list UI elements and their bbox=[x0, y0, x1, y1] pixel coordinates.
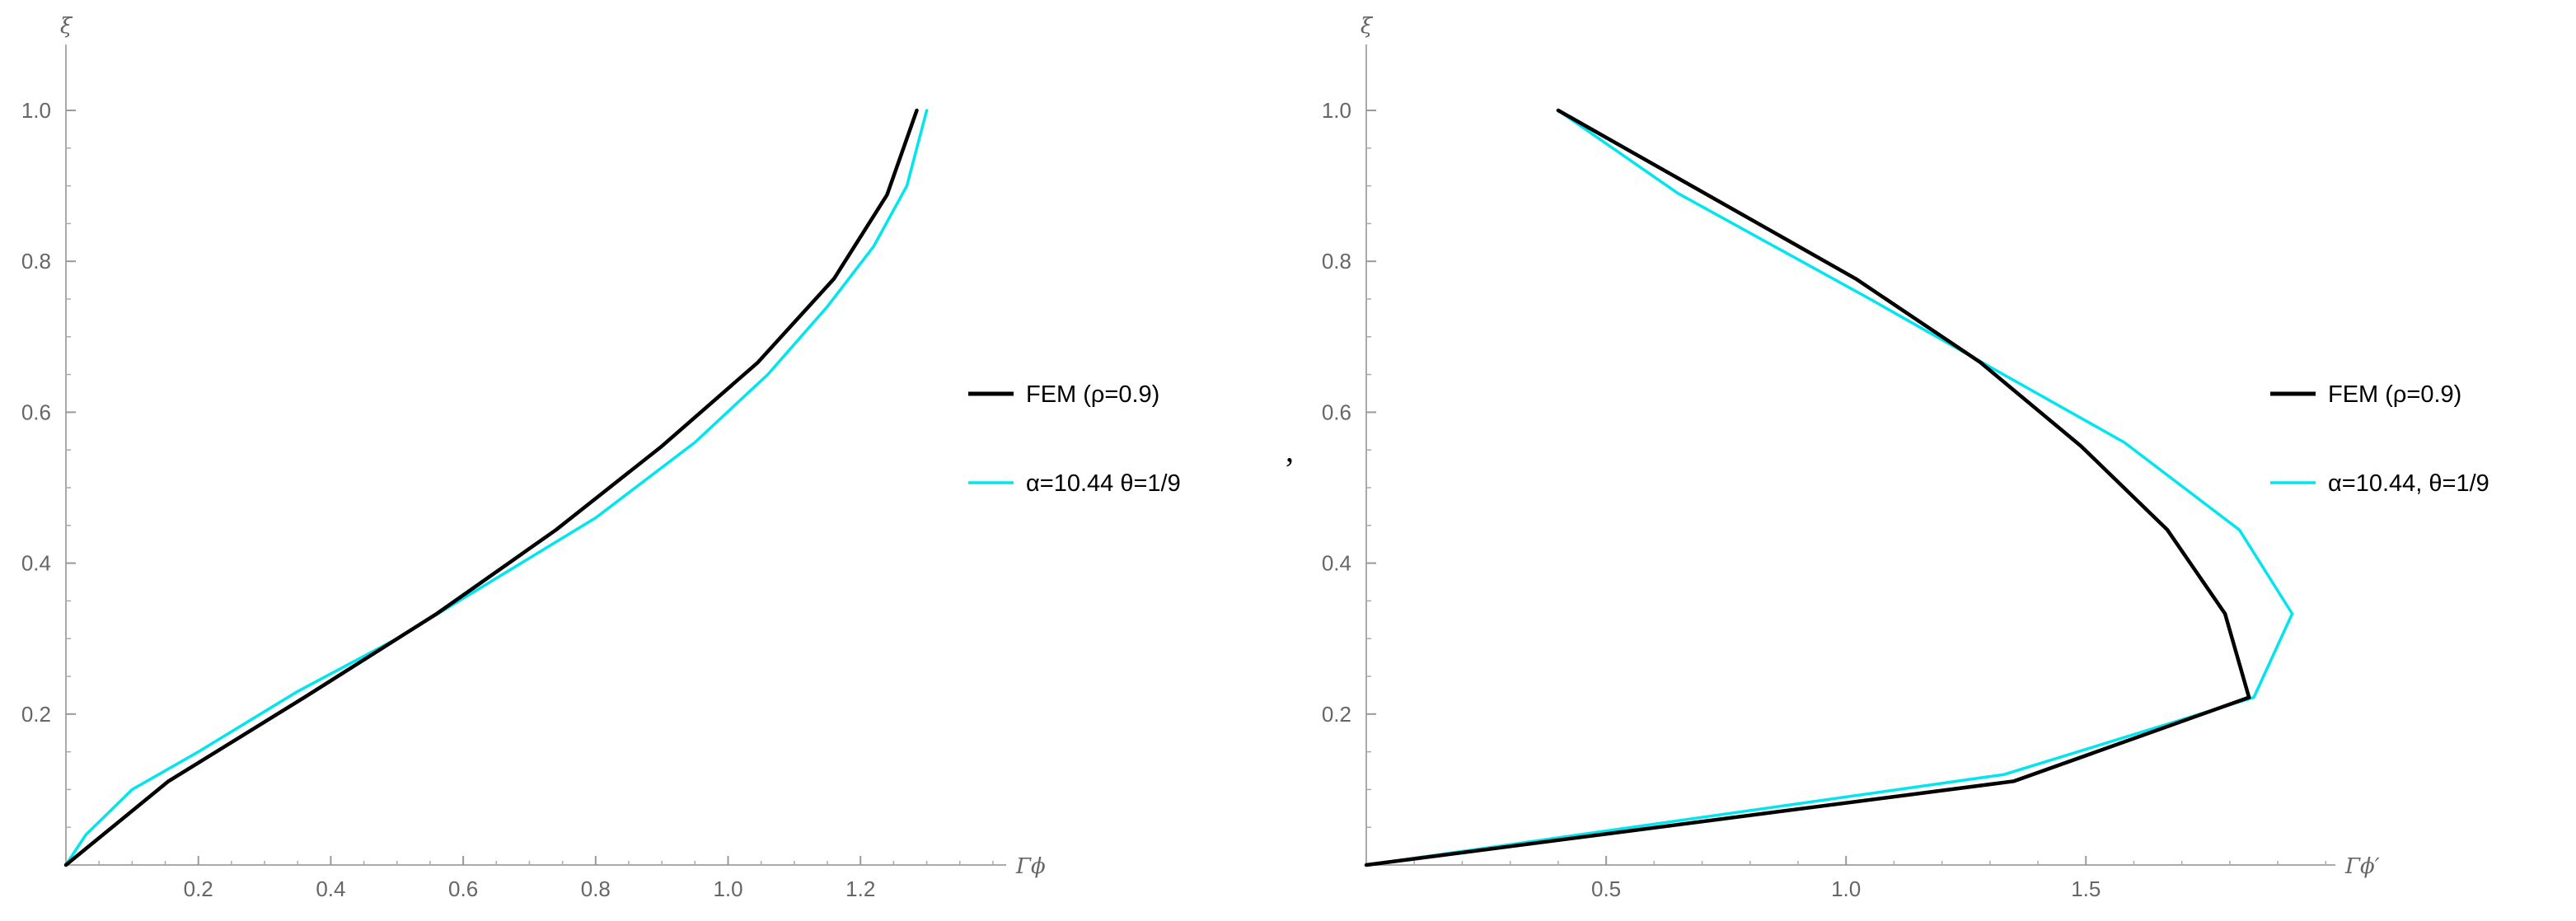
separator-comma: , bbox=[1286, 432, 1294, 469]
x-tick-label: 0.4 bbox=[316, 877, 345, 901]
x-tick-label: 1.0 bbox=[713, 877, 742, 901]
x-axis-label: Γϕ bbox=[1015, 854, 1046, 879]
y-tick-label: 0.6 bbox=[21, 400, 51, 424]
x-tick-label: 0.2 bbox=[184, 877, 213, 901]
series-line-analytic bbox=[64, 109, 929, 867]
x-tick-label: 0.6 bbox=[448, 877, 478, 901]
y-tick-label: 1.0 bbox=[21, 98, 51, 123]
y-tick-label: 0.8 bbox=[21, 249, 51, 273]
series-line-fem bbox=[1364, 108, 2251, 867]
y-tick-label: 0.4 bbox=[21, 551, 51, 576]
y-tick-label: 0.6 bbox=[1322, 400, 1351, 424]
y-axis-label: ξ bbox=[1361, 14, 1374, 39]
y-axis-label: ξ bbox=[60, 14, 73, 39]
x-axis-label: Γϕ′ bbox=[2344, 854, 2380, 879]
chart-left: 0.2 0.4 0.6 0.8 1.0 1.2 0.2 0.4 0.6 0.8 1.0 Γϕ ξ FEM … bbox=[21, 14, 1181, 901]
x-tick-label: 0.5 bbox=[1591, 877, 1621, 901]
series-line-fem bbox=[63, 108, 919, 867]
legend-label: FEM (ρ=0.9) bbox=[1026, 381, 1159, 408]
legend-label: FEM (ρ=0.9) bbox=[2328, 381, 2461, 408]
y-tick-label: 0.2 bbox=[21, 702, 51, 727]
x-tick-label: 1.2 bbox=[845, 877, 875, 901]
y-tick-label: 0.2 bbox=[1322, 702, 1351, 727]
legend-label: α=10.44, θ=1/9 bbox=[2328, 470, 2489, 497]
y-tick-label: 0.8 bbox=[1322, 249, 1351, 273]
x-tick-label: 1.5 bbox=[2071, 877, 2101, 901]
series-line-analytic bbox=[1365, 109, 2294, 867]
legend-label: α=10.44 θ=1/9 bbox=[1026, 470, 1181, 497]
y-tick-label: 0.4 bbox=[1322, 551, 1351, 576]
x-tick-label: 0.8 bbox=[581, 877, 611, 901]
y-tick-label: 1.0 bbox=[1322, 98, 1351, 123]
chart-right: 0.5 1.0 1.5 0.2 0.4 0.6 0.8 1.0 Γϕ′ ξ FEM (ρ=0.9) α… bbox=[1322, 14, 2489, 901]
x-tick-label: 1.0 bbox=[1831, 877, 1861, 901]
